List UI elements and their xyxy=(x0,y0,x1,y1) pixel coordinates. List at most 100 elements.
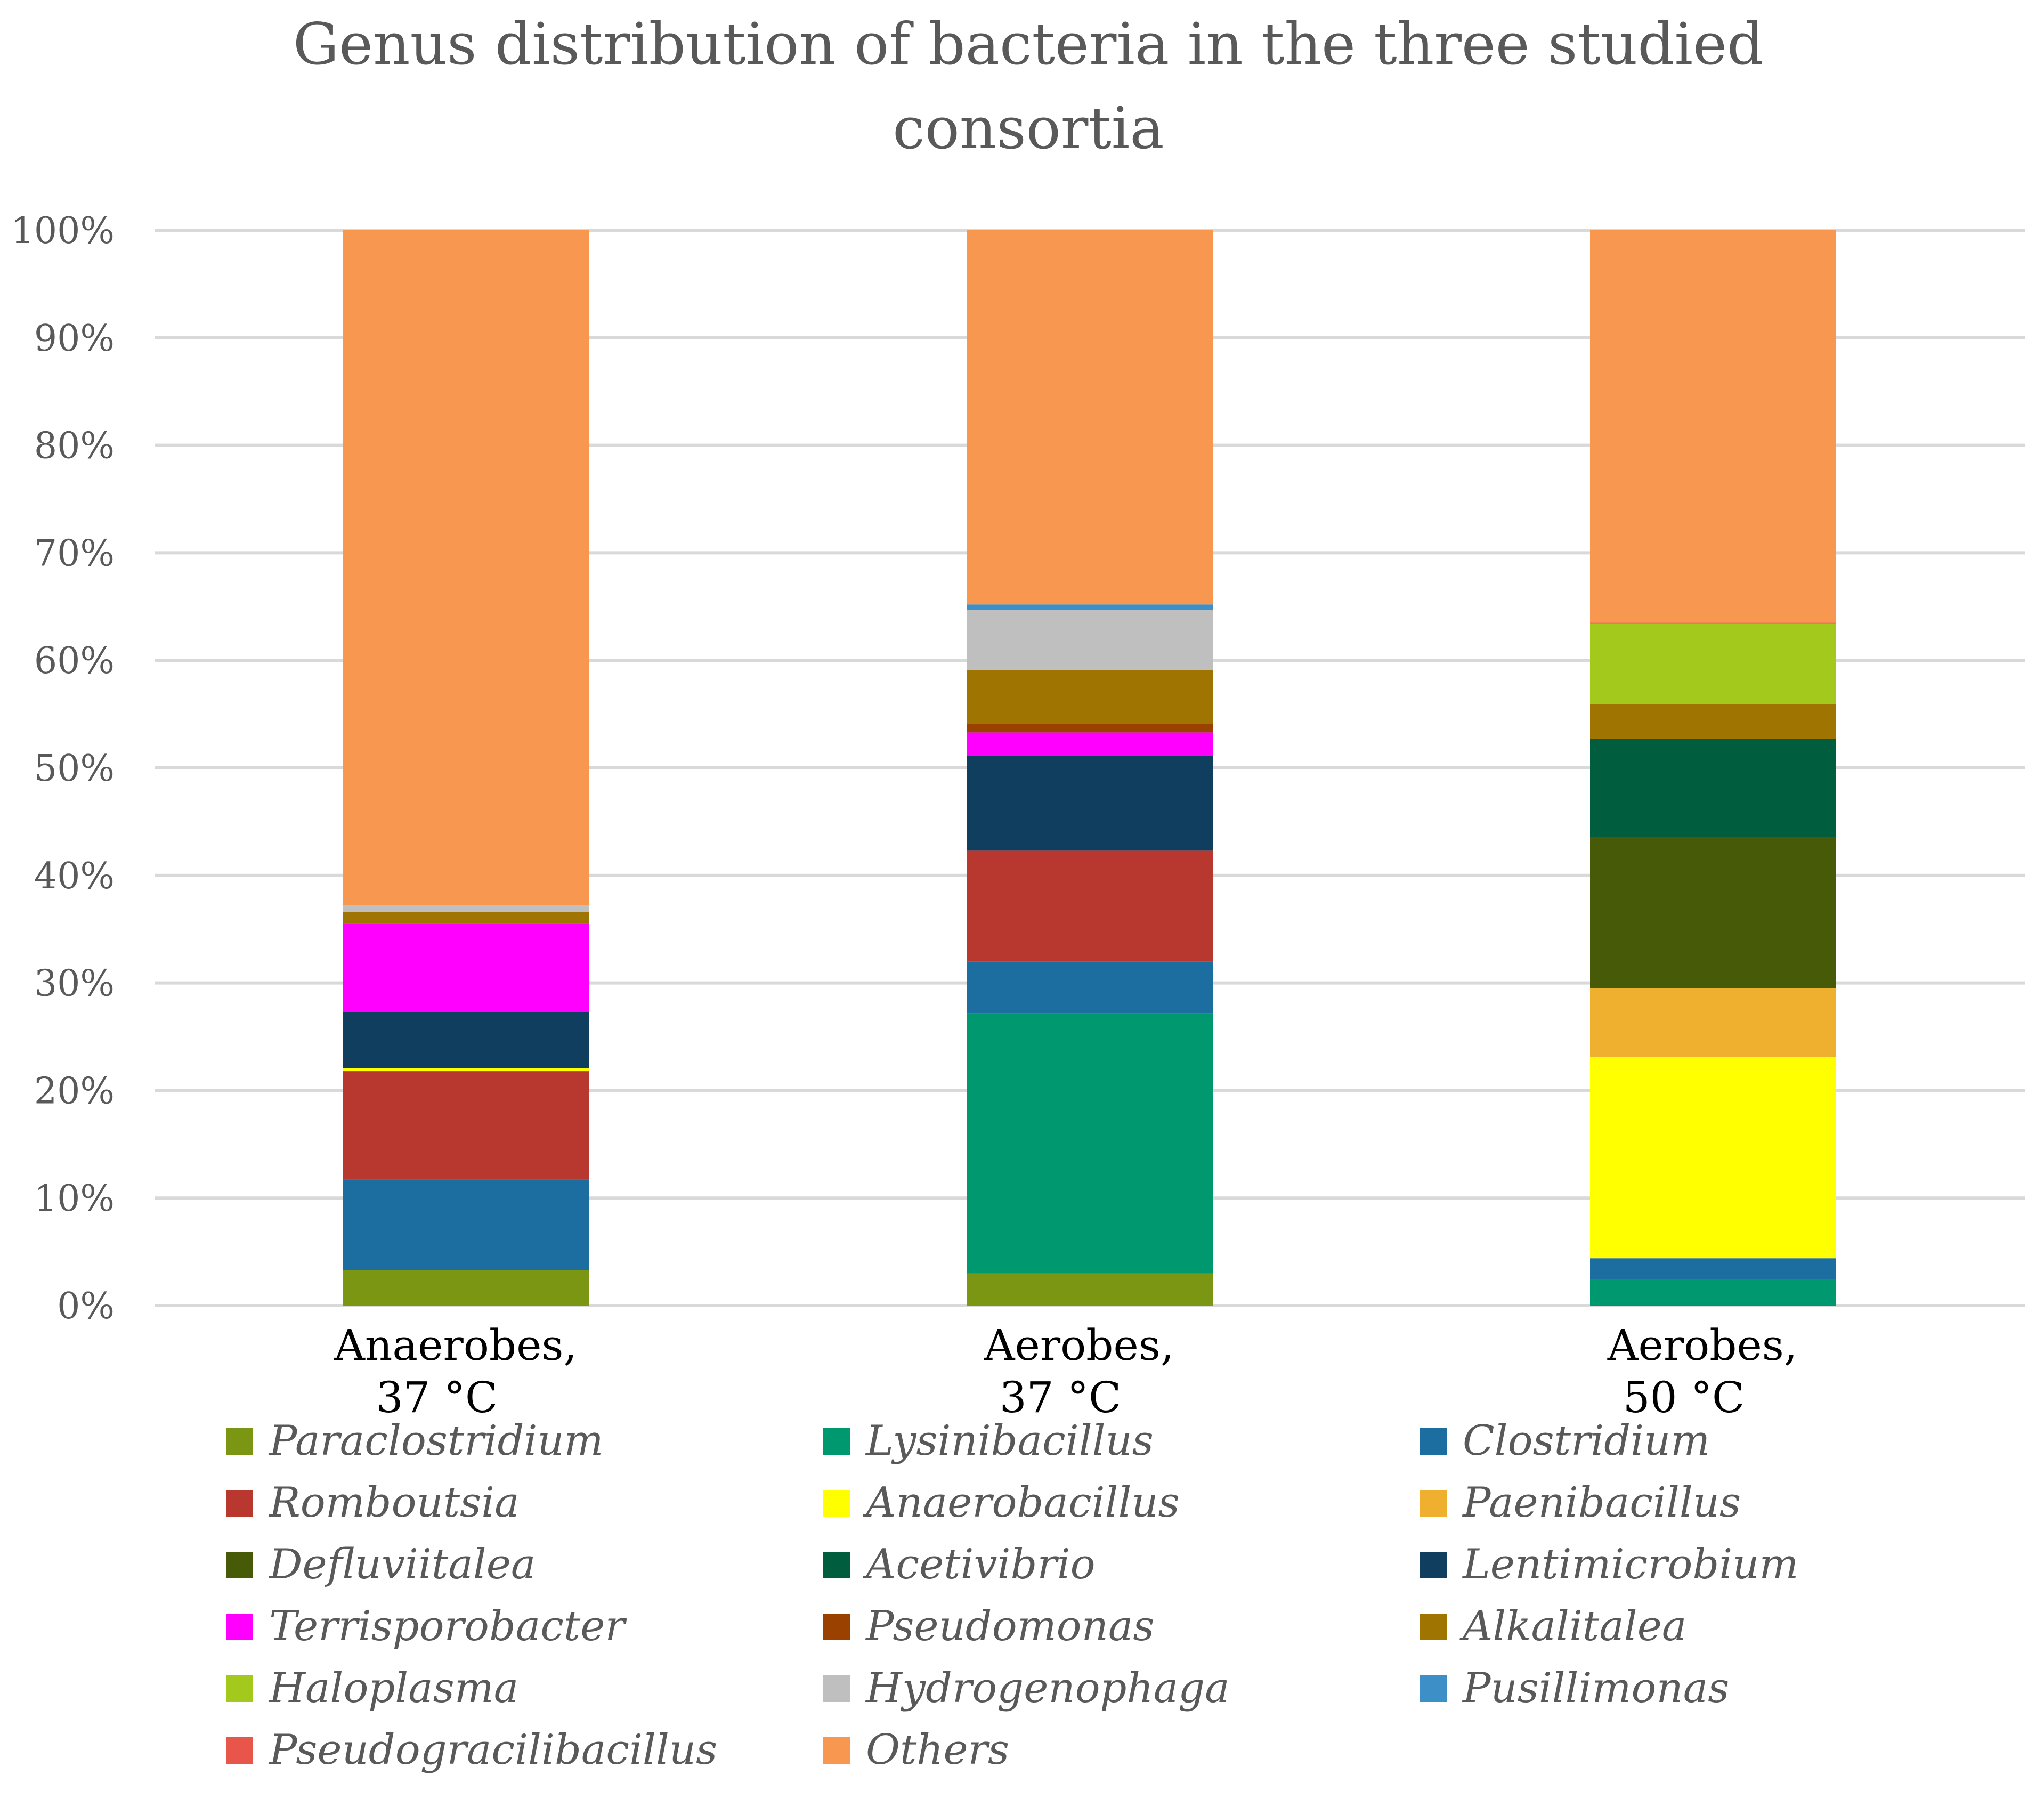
legend-label: Anaerobacillus xyxy=(863,1479,1180,1527)
legend-item-terrisporobacter: Terrisporobacter xyxy=(226,1602,627,1650)
legend-item-clostridium: Clostridium xyxy=(1420,1417,1710,1465)
legend-label: Defluviitalea xyxy=(268,1541,536,1589)
legend-item-haloplasma: Haloplasma xyxy=(226,1664,518,1712)
y-tick-label: 70% xyxy=(34,532,115,574)
chart-title-line-2: consortia xyxy=(893,95,1164,162)
legend-swatch xyxy=(1420,1552,1447,1578)
legend-swatch xyxy=(823,1552,850,1578)
bar-segment-anaerobacillus xyxy=(343,1068,589,1072)
category-label: Aerobes, 37 °C xyxy=(984,1320,1174,1422)
legend-item-defluviitalea: Defluviitalea xyxy=(226,1541,536,1589)
bar-segment-paraclostridium xyxy=(343,1270,589,1306)
y-tick-label: 30% xyxy=(34,963,115,1005)
x-axis-categories: Anaerobes, 37 °C Aerobes, 37 °C Aerobes, 50 °… xyxy=(334,1320,1797,1422)
bar-segment-anaerobacillus xyxy=(1590,1057,1836,1259)
bar-segment-clostridium xyxy=(343,1179,589,1270)
bar-segment-alkalitalea xyxy=(343,912,589,924)
category-label: Aerobes, 50 °C xyxy=(1607,1320,1798,1422)
legend-swatch xyxy=(226,1737,253,1764)
legend-item-alkalitalea: Alkalitalea xyxy=(1420,1602,1686,1650)
bar-segment-pseudogracilibacillus xyxy=(1590,622,1836,624)
legend-swatch xyxy=(823,1490,850,1517)
bar-segment-alkalitalea xyxy=(1590,704,1836,739)
legend-item-anaerobacillus: Anaerobacillus xyxy=(823,1479,1180,1527)
legend-label: Haloplasma xyxy=(268,1664,518,1712)
bar-segment-pseudomonas xyxy=(967,724,1213,733)
legend-swatch xyxy=(823,1614,850,1640)
legend-swatch xyxy=(1420,1675,1447,1702)
legend-item-others: Others xyxy=(823,1726,1009,1774)
bar-segment-hydrogenophaga xyxy=(343,905,589,912)
legend-swatch xyxy=(823,1737,850,1764)
bar-segment-lysinibacillus xyxy=(967,1013,1213,1274)
legend-item-pseudogracilibacillus: Pseudogracilibacillus xyxy=(226,1726,717,1774)
legend-label: Pseudomonas xyxy=(865,1602,1154,1650)
legend-swatch xyxy=(226,1552,253,1578)
legend-item-paraclostridium: Paraclostridium xyxy=(226,1417,604,1465)
legend-label: Pseudogracilibacillus xyxy=(268,1726,717,1774)
bar-segment-defluviitalea xyxy=(1590,837,1836,988)
bar-segment-romboutsia xyxy=(343,1071,589,1180)
legend-item-lentimicrobium: Lentimicrobium xyxy=(1420,1541,1798,1589)
legend-label: Acetivibrio xyxy=(863,1541,1096,1589)
legend-swatch xyxy=(1420,1490,1447,1517)
legend: Paraclostridium Lysinibacillus Clostridium… xyxy=(226,1417,1798,1774)
legend-label: Romboutsia xyxy=(268,1479,520,1527)
bar-segment-haloplasma xyxy=(1590,623,1836,704)
legend-label: Terrisporobacter xyxy=(269,1602,627,1650)
y-tick-label: 100% xyxy=(11,210,115,252)
bar-segment-acetivibrio xyxy=(1590,739,1836,837)
y-tick-label: 90% xyxy=(34,318,115,360)
legend-label: Paraclostridium xyxy=(268,1417,604,1465)
bar-segment-clostridium xyxy=(1590,1258,1836,1280)
legend-label: Alkalitalea xyxy=(1459,1602,1686,1650)
y-axis-ticks: 0% 10% 20% 30% 40% 50% 60% 70% 80% 90% 100% xyxy=(11,210,115,1327)
bar-segment-terrisporobacter xyxy=(967,732,1213,756)
bar-segment-paraclostridium xyxy=(967,1273,1213,1306)
bar-segment-others xyxy=(967,230,1213,605)
bar-segment-hydrogenophaga xyxy=(967,610,1213,670)
bar-segment-pusillimonas xyxy=(967,604,1213,610)
y-tick-label: 50% xyxy=(34,748,115,790)
chart-title-line-1: Genus distribution of bacteria in the th… xyxy=(293,11,1764,78)
bar-segment-lysinibacillus xyxy=(1590,1279,1836,1306)
legend-swatch xyxy=(1420,1614,1447,1640)
legend-label: Paenibacillus xyxy=(1462,1479,1741,1527)
bar-segment-others xyxy=(343,230,589,906)
bar-segment-lentimicrobium xyxy=(343,1012,589,1068)
legend-label: Pusillimonas xyxy=(1462,1664,1729,1712)
bar-segment-others xyxy=(1590,230,1836,623)
legend-label: Hydrogenophaga xyxy=(865,1664,1230,1712)
y-tick-label: 60% xyxy=(34,640,115,682)
bar-segment-paenibacillus xyxy=(1590,988,1836,1057)
legend-label: Lysinibacillus xyxy=(865,1417,1154,1465)
y-tick-label: 20% xyxy=(34,1070,115,1112)
legend-swatch xyxy=(226,1428,253,1455)
legend-item-pusillimonas: Pusillimonas xyxy=(1420,1664,1729,1712)
y-tick-label: 10% xyxy=(34,1178,115,1220)
legend-swatch xyxy=(226,1675,253,1702)
bar-segment-alkalitalea xyxy=(967,670,1213,724)
legend-item-paenibacillus: Paenibacillus xyxy=(1420,1479,1741,1527)
bar-segment-romboutsia xyxy=(967,850,1213,962)
y-tick-label: 40% xyxy=(34,855,115,897)
legend-item-romboutsia: Romboutsia xyxy=(226,1479,520,1527)
bar-segment-terrisporobacter xyxy=(343,923,589,1012)
legend-swatch xyxy=(823,1675,850,1702)
legend-label: Lentimicrobium xyxy=(1462,1541,1798,1589)
legend-item-lysinibacillus: Lysinibacillus xyxy=(823,1417,1154,1465)
y-tick-label: 0% xyxy=(57,1285,115,1327)
bar-segment-clostridium xyxy=(967,961,1213,1014)
category-label: Anaerobes, 37 °C xyxy=(334,1320,577,1422)
legend-item-pseudomonas: Pseudomonas xyxy=(823,1602,1154,1650)
legend-label: Clostridium xyxy=(1463,1417,1710,1465)
legend-item-acetivibrio: Acetivibrio xyxy=(823,1541,1096,1589)
legend-swatch xyxy=(226,1614,253,1640)
legend-swatch xyxy=(226,1490,253,1517)
y-tick-label: 80% xyxy=(34,425,115,467)
legend-swatch xyxy=(1420,1428,1447,1455)
bars xyxy=(343,230,1836,1306)
legend-swatch xyxy=(823,1428,850,1455)
legend-item-hydrogenophaga: Hydrogenophaga xyxy=(823,1664,1230,1712)
